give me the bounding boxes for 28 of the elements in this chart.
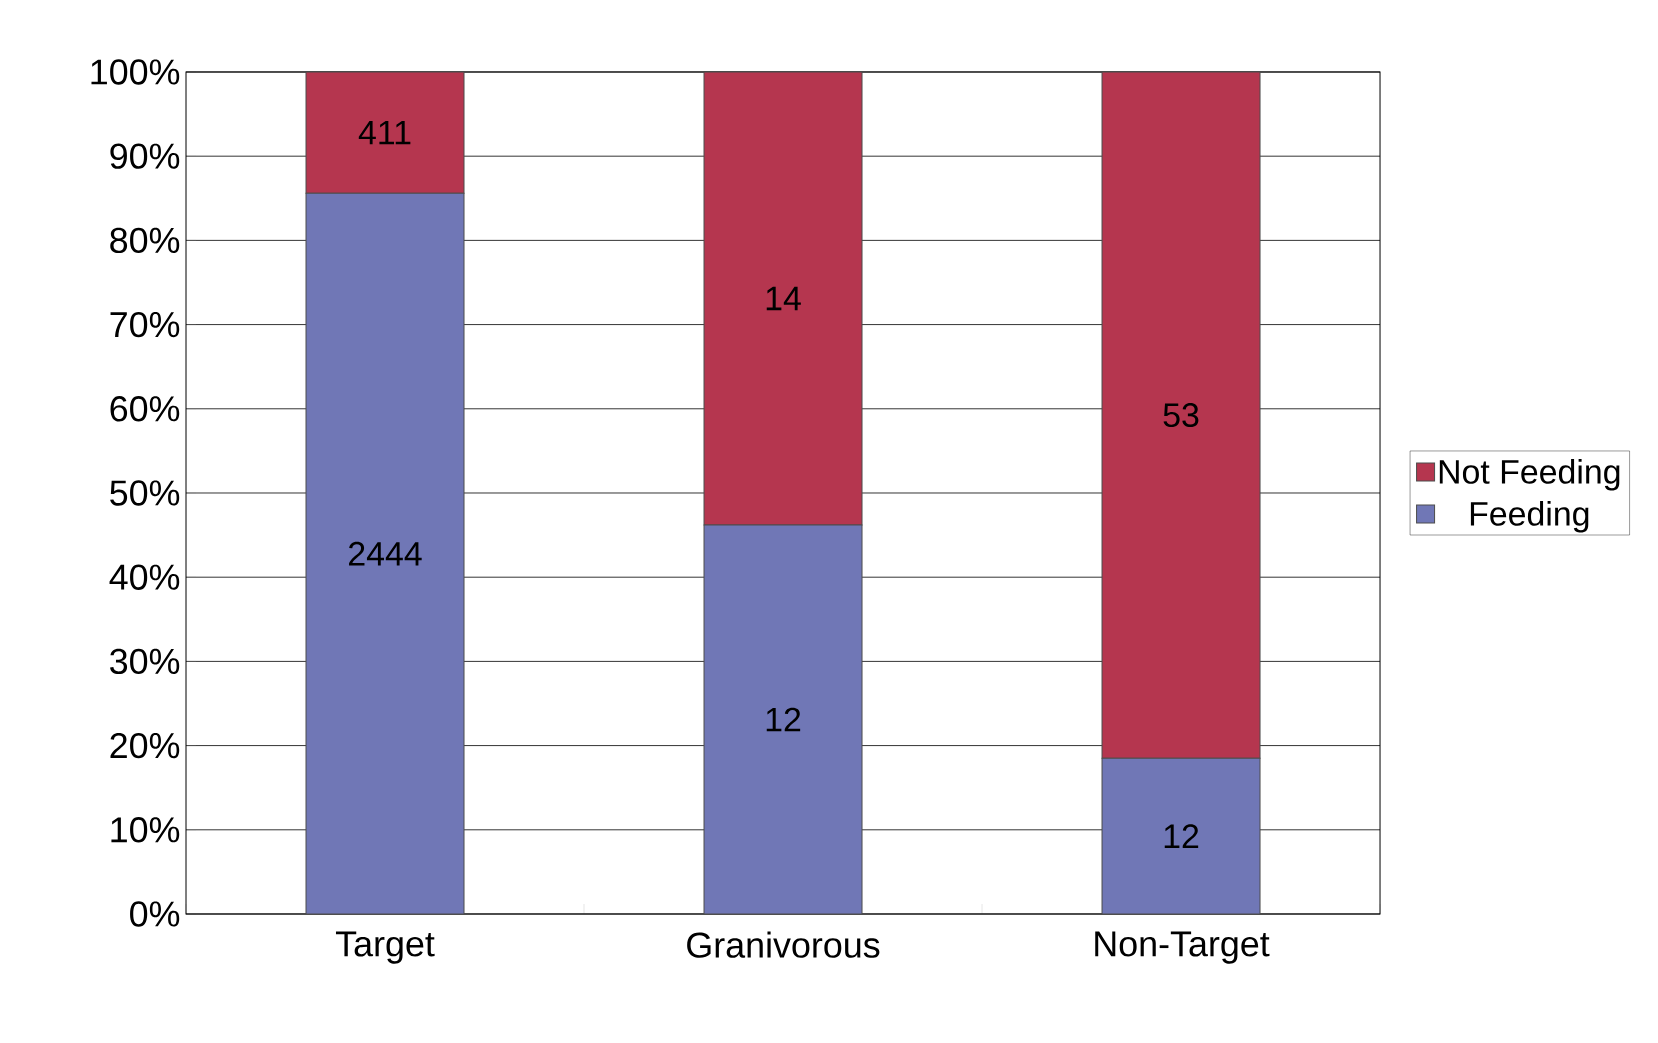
bar <box>703 71 863 526</box>
y-tick-label: 0% <box>130 901 180 927</box>
legend-label: Not Feeding <box>1439 458 1620 491</box>
y-tick-label: 50% <box>110 480 180 506</box>
bar <box>703 524 863 914</box>
y-tick-label: 100% <box>91 59 180 85</box>
annotation: 53 <box>1163 403 1199 428</box>
y-tick-label: 30% <box>110 648 180 675</box>
bar <box>1101 71 1261 759</box>
y-tick-label: 10% <box>111 817 180 843</box>
bar <box>305 71 465 194</box>
annotation: 12 <box>1164 824 1199 848</box>
x-tick-label: Non-Target <box>1095 931 1270 964</box>
annotation: 12 <box>766 707 801 732</box>
y-tick-label: 90% <box>110 143 180 169</box>
bar <box>1101 757 1261 914</box>
x-tick-label: Target <box>335 931 435 964</box>
annotation: 2444 <box>349 541 422 566</box>
legend-label: Feeding <box>1470 500 1589 533</box>
y-tick-label: 70% <box>110 311 180 338</box>
annotation: 14 <box>766 286 801 311</box>
y-tick-label: 40% <box>109 564 180 590</box>
y-tick-label: 80% <box>110 227 180 254</box>
annotation: 411 <box>358 120 411 145</box>
y-tick-label: 60% <box>110 396 180 422</box>
y-tick-label: 20% <box>110 732 180 759</box>
bar <box>305 192 465 914</box>
x-tick-label: Granivorous <box>687 931 880 958</box>
